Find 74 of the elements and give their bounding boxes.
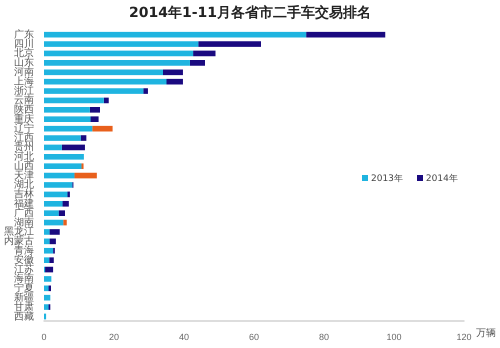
bar (44, 286, 49, 292)
y-tick-label: 广东 (14, 28, 34, 40)
bar (44, 69, 163, 76)
y-tick-label: 西藏 (14, 310, 34, 322)
y-tick-label: 新疆 (14, 291, 34, 304)
bar (44, 172, 74, 178)
y-tick-label: 湖南 (14, 216, 34, 228)
bar (193, 50, 216, 56)
bar (44, 154, 84, 160)
bar (44, 116, 91, 122)
bar (92, 126, 113, 132)
bar (44, 163, 82, 170)
bar (80, 135, 86, 141)
bar (306, 32, 386, 38)
x-tick-label: 40 (178, 332, 190, 342)
bar (44, 248, 54, 254)
x-axis-title: 万辆 (476, 326, 496, 339)
x-tick-label: 20 (108, 332, 120, 342)
bar (44, 78, 166, 84)
y-tick-label: 四川 (14, 38, 34, 50)
bar (44, 304, 49, 310)
bar (44, 192, 68, 198)
bar (50, 238, 56, 244)
bar (81, 163, 84, 170)
bar (190, 60, 205, 66)
bar (44, 41, 198, 47)
bar (198, 41, 261, 47)
bar (44, 229, 50, 235)
y-tick-label: 安徽 (14, 254, 34, 266)
bar (44, 200, 63, 207)
bar (44, 98, 104, 104)
y-tick-label: 重庆 (14, 112, 34, 125)
bar (143, 88, 148, 94)
bar (44, 276, 52, 282)
bar (44, 220, 64, 226)
bar (44, 294, 50, 301)
x-tick-label: 80 (318, 332, 330, 342)
bar (44, 32, 306, 38)
bar (62, 144, 85, 150)
legend-label: 2013年 (370, 172, 403, 185)
bar (62, 200, 69, 207)
bar (44, 126, 92, 132)
y-tick-label: 青海 (14, 244, 34, 256)
bar (104, 98, 109, 104)
bar (44, 182, 72, 188)
x-tick-label: 60 (248, 332, 260, 342)
bar (44, 60, 190, 66)
bar (67, 192, 70, 198)
bar (90, 116, 99, 122)
x-tick-label: 100 (386, 332, 402, 342)
bar (45, 266, 54, 272)
bar (44, 107, 90, 113)
bar (166, 78, 183, 84)
bar (44, 210, 59, 216)
bar (63, 220, 67, 226)
bar (44, 257, 50, 263)
y-tick-label: 甘肃 (14, 300, 34, 313)
bar (163, 69, 183, 76)
bar (90, 107, 100, 113)
chart-title: 2014年1-11月各省市二手车交易排名 (128, 4, 372, 22)
bar (58, 210, 65, 216)
bar (49, 257, 54, 263)
bar (50, 229, 60, 235)
bar (44, 88, 144, 94)
bar (44, 50, 194, 56)
bar (44, 238, 50, 244)
y-tick-label: 广西 (14, 206, 34, 219)
bar (44, 135, 81, 141)
x-tick-label: 0 (41, 332, 47, 342)
x-tick-label: 120 (456, 332, 472, 342)
legend-label: 2014年 (424, 172, 458, 185)
bar (44, 144, 62, 150)
y-tick-label: 辽宁 (14, 122, 34, 134)
bar (74, 172, 97, 178)
